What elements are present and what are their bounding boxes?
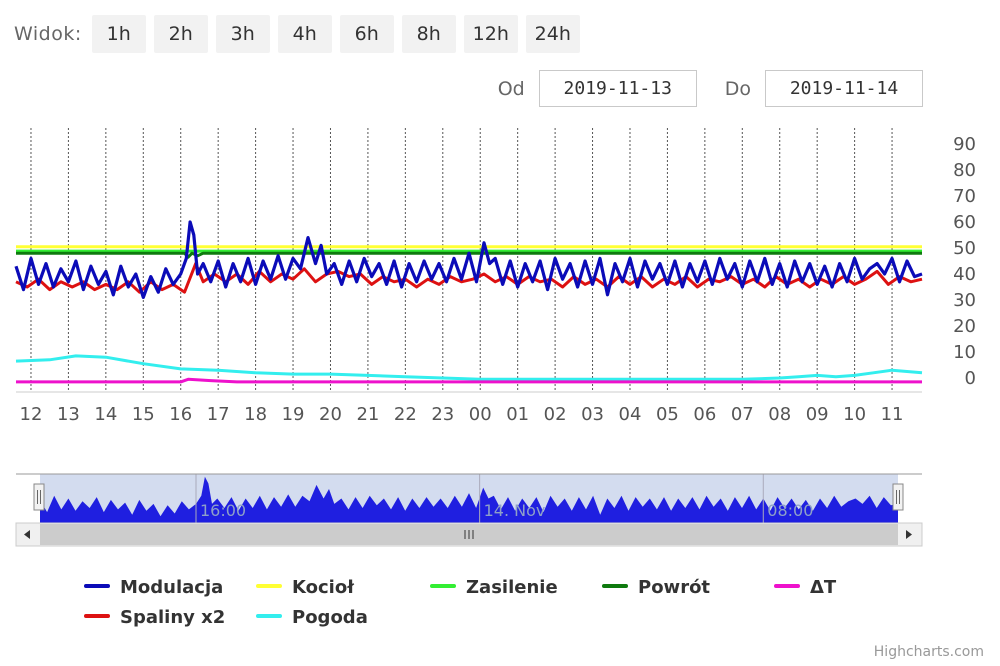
x-tick-label: 14 [94,404,117,425]
x-tick-label: 16 [169,404,192,425]
y-tick-label: 70 [953,186,976,207]
x-tick-label: 04 [619,404,642,425]
navigator-left-handle[interactable] [33,483,45,511]
range-toolbar: Widok: 1h 2h 3h 4h 6h 8h 12h 24h [14,15,588,53]
x-tick-label: 11 [881,404,904,425]
navigator-series-area [40,476,898,523]
legend-label: Pogoda [292,607,368,628]
from-date-input[interactable] [538,70,697,107]
legend-item-modulacja[interactable]: Modulacja [84,577,223,598]
range-button-12h[interactable]: 12h [463,15,518,53]
range-button-1h[interactable]: 1h [91,15,146,53]
credits[interactable]: Highcharts.com [874,644,984,660]
legend-label: ΔT [810,577,837,598]
navigator-right-handle[interactable] [892,483,904,511]
x-tick-label: 07 [731,404,754,425]
series-line-delta_t[interactable] [16,377,922,384]
x-tick-label: 10 [843,404,866,425]
x-tick-label: 02 [544,404,567,425]
date-range: Od Do [498,70,923,107]
scroll-left-icon[interactable] [24,530,30,539]
y-tick-label: 40 [953,264,976,285]
navigator-label: 16:00 [200,501,246,520]
x-tick-label: 17 [207,404,230,425]
x-tick-label: 23 [431,404,454,425]
x-tick-label: 01 [506,404,529,425]
legend-label: Powrót [638,577,710,598]
x-tick-label: 00 [469,404,492,425]
legend-label: Zasilenie [466,577,558,598]
x-tick-label: 21 [356,404,379,425]
legend-item-pogoda[interactable]: Pogoda [256,607,368,628]
legend-item-powrot[interactable]: Powrót [602,577,710,598]
grid [16,128,922,393]
scrollbar[interactable] [15,522,923,547]
y-axis: 90 80 70 60 50 40 30 20 10 0 [953,134,976,389]
from-label: Od [497,77,525,100]
y-tick-label: 20 [953,316,976,337]
legend-item-delta_t[interactable]: ΔT [774,577,837,598]
x-tick-label: 22 [394,404,417,425]
navigator-label: 14. Nov [484,501,546,520]
series-line-powrot[interactable] [16,251,922,259]
x-tick-label: 15 [132,404,155,425]
widok-label: Widok: [14,23,82,45]
navigator-label: 08:00 [767,501,813,520]
to-label: Do [724,77,751,100]
legend-item-spaliny[interactable]: Spaliny x2 [84,607,225,628]
y-tick-label: 50 [953,238,976,259]
y-tick-label: 10 [953,342,976,363]
legend-label: Modulacja [120,577,223,598]
series-line-pogoda[interactable] [15,354,923,381]
x-tick-label: 09 [806,404,829,425]
range-button-24h[interactable]: 24h [525,15,580,53]
x-tick-label: 03 [581,404,604,425]
x-tick-label: 08 [768,404,791,425]
x-tick-label: 20 [319,404,342,425]
range-button-3h[interactable]: 3h [215,15,270,53]
to-date-input[interactable] [765,70,923,107]
x-tick-label: 12 [20,404,43,425]
legend-item-zasilenie[interactable]: Zasilenie [430,577,558,598]
range-button-2h[interactable]: 2h [153,15,208,53]
navigator-labels: 16:00 14. Nov 08:00 [195,474,813,523]
x-tick-label: 18 [244,404,267,425]
x-tick-label: 13 [57,404,80,425]
scroll-right-icon[interactable] [906,530,912,539]
series-line-modulacja[interactable] [14,220,923,299]
plot-area [14,220,923,384]
y-tick-label: 60 [953,212,976,233]
x-tick-label: 06 [693,404,716,425]
y-tick-label: 80 [953,160,976,181]
legend-label: Spaliny x2 [120,607,225,628]
x-axis: 12 13 14 15 16 17 18 19 20 21 22 23 00 01 02 03 04 05 06 07… [20,404,904,425]
y-tick-label: 90 [953,134,976,155]
range-button-6h[interactable]: 6h [339,15,394,53]
range-button-8h[interactable]: 8h [401,15,456,53]
x-tick-label: 19 [282,404,305,425]
range-button-4h[interactable]: 4h [277,15,332,53]
y-tick-label: 30 [953,290,976,311]
navigator[interactable]: 16:00 14. Nov 08:00 [16,473,922,523]
y-tick-label: 0 [965,368,976,389]
x-tick-label: 05 [656,404,679,425]
legend-label: Kocioł [292,577,355,598]
legend-item-kociol[interactable]: Kocioł [256,577,355,598]
legend: Modulacja Kocioł Zasilenie Powrót ΔT Spaliny … [84,577,837,628]
